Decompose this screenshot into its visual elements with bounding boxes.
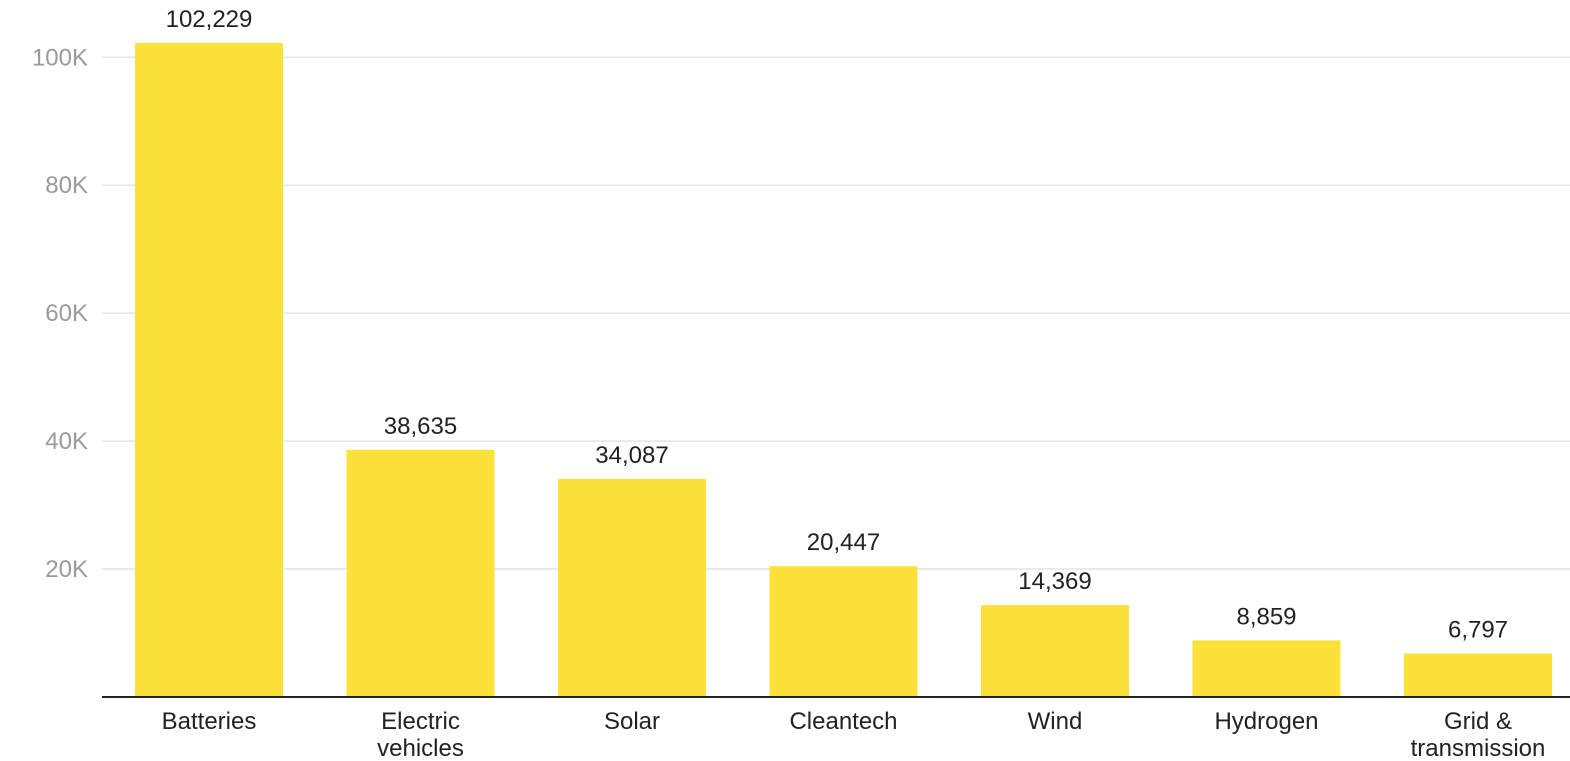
- category-label: Electric: [381, 708, 460, 735]
- y-tick-label: 60K: [45, 300, 88, 327]
- bar-value-label: 102,229: [166, 6, 253, 33]
- y-tick-label: 40K: [45, 428, 88, 455]
- bar-value-label: 6,797: [1448, 617, 1508, 644]
- category-label: Hydrogen: [1214, 708, 1318, 735]
- gridlines: [102, 56, 1570, 570]
- bar-value-label: 34,087: [595, 442, 668, 469]
- category-label: Batteries: [162, 708, 257, 735]
- y-tick-label: 100K: [32, 44, 88, 71]
- category-label: Wind: [1028, 708, 1083, 735]
- bars: [135, 43, 1552, 697]
- category-label: Grid &: [1444, 708, 1512, 735]
- y-axis-ticks: 20K 40K 60K 80K 100K: [32, 44, 88, 583]
- y-tick-label: 80K: [45, 172, 88, 199]
- bar-value-label: 8,859: [1236, 603, 1296, 630]
- bar: [1192, 640, 1341, 697]
- bar: [1404, 653, 1552, 697]
- bar: [981, 605, 1129, 697]
- bar: [135, 43, 283, 697]
- category-label: vehicles: [377, 735, 464, 761]
- bar: [346, 449, 495, 697]
- category-label: Solar: [604, 708, 660, 735]
- category-label: transmission: [1411, 735, 1546, 761]
- category-label: Cleantech: [789, 708, 897, 735]
- bar-value-label: 14,369: [1018, 568, 1091, 595]
- bar-value-label: 20,447: [807, 529, 880, 556]
- y-tick-label: 20K: [45, 556, 88, 583]
- value-labels: 102,229 38,635 34,087 20,447 14,369 8,859 6,79…: [166, 6, 1508, 644]
- bar: [558, 478, 706, 697]
- bar: [769, 566, 918, 697]
- bar-value-label: 38,635: [384, 413, 457, 440]
